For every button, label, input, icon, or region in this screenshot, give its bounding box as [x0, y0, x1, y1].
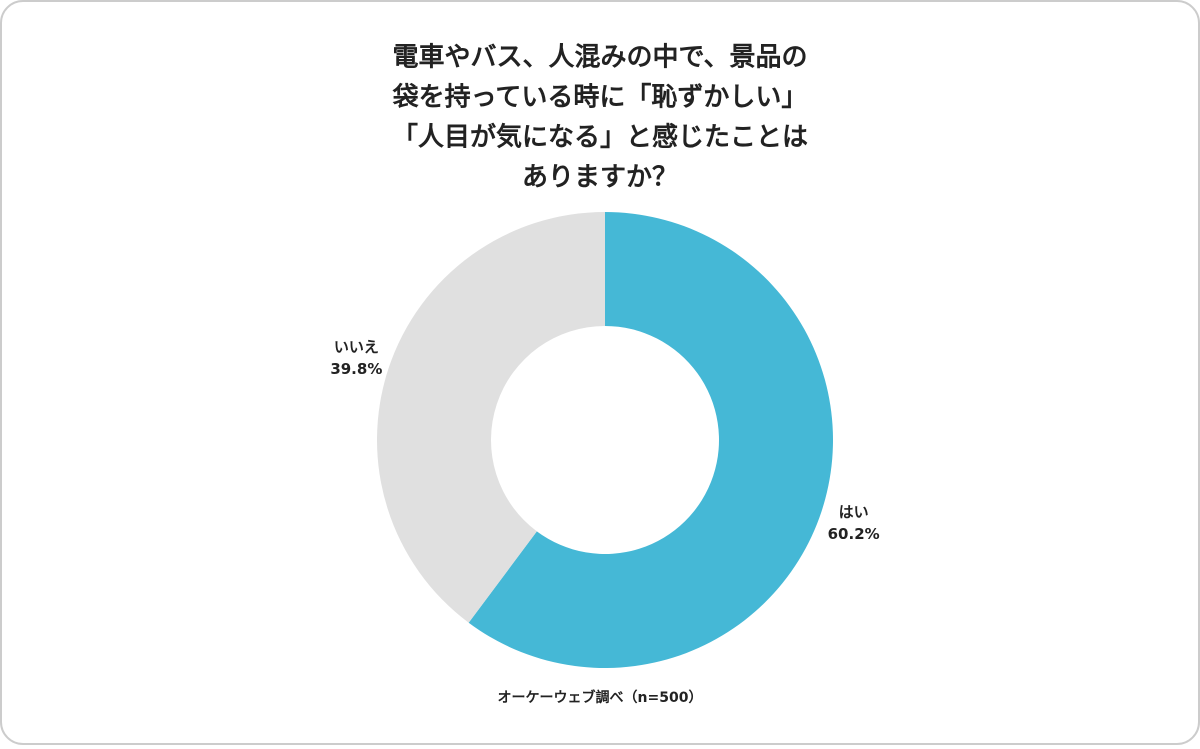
- pie-slice: [468, 212, 833, 668]
- pie-slice: [377, 212, 605, 623]
- slice-value: 60.2%: [828, 525, 880, 543]
- chart-title: 電車やバス、人混みの中で、景品の: [393, 43, 808, 73]
- slice-value: 39.8%: [330, 360, 382, 378]
- slice-label: はい: [839, 503, 869, 521]
- slice-label: いいえ: [334, 338, 379, 356]
- chart-title: 「人目が気になる」と感じたことは: [392, 122, 808, 153]
- chart-title: ありますか？: [522, 163, 678, 193]
- source-note: オーケーウェブ調べ（n=500）: [498, 689, 703, 706]
- chart-title: 袋を持っている時に「恥ずかしい」: [392, 82, 808, 113]
